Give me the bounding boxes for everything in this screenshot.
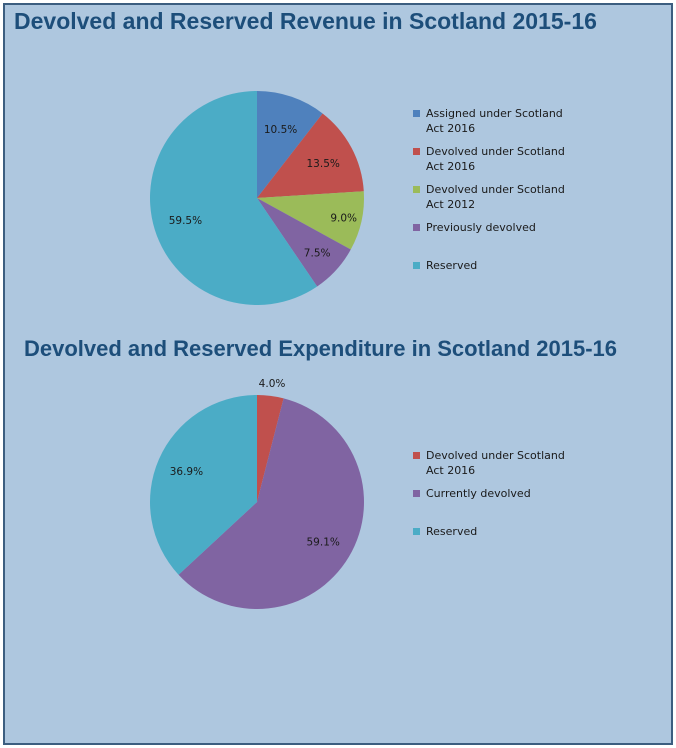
revenue-slice-reserved bbox=[149, 90, 318, 306]
legend-label: Reserved bbox=[426, 525, 478, 538]
revenue-slice-previously-devolved bbox=[257, 198, 351, 287]
legend-label: Devolved under Scotland Act 2016 bbox=[426, 145, 565, 173]
revenue-legend-item-previously-devolved: Previously devolved bbox=[413, 220, 566, 235]
expenditure-data-label-reserved: 36.9% bbox=[170, 466, 203, 478]
expenditure-legend: Devolved under Scotland Act 2016 Currentl… bbox=[413, 448, 566, 539]
expenditure-slice-currently-devolved bbox=[178, 398, 364, 609]
revenue-data-label-previously-devolved: 7.5% bbox=[304, 248, 331, 260]
revenue-legend-item-devolved-under-scotland-act-2012: Devolved under Scotland Act 2012 bbox=[413, 182, 566, 212]
revenue-legend-item-reserved: Reserved bbox=[413, 258, 566, 273]
legend-label: Previously devolved bbox=[426, 221, 536, 234]
legend-swatch bbox=[413, 186, 420, 193]
revenue-legend-item-devolved-under-scotland-act-2016: Devolved under Scotland Act 2016 bbox=[413, 144, 566, 174]
expenditure-legend-item-currently-devolved: Currently devolved bbox=[413, 486, 566, 501]
revenue-pie: 10.5% 13.5% 9.0% 7.5% 59.5% bbox=[149, 90, 364, 306]
revenue-data-label-reserved: 59.5% bbox=[169, 215, 202, 227]
revenue-slice-devolved-under-scotland-act-2012 bbox=[257, 191, 364, 250]
expenditure-slice-devolved-under-scotland-act-2016 bbox=[257, 395, 284, 502]
legend-label: Devolved under Scotland Act 2012 bbox=[426, 183, 565, 211]
expenditure-pie: 4.0% 59.1% 36.9% bbox=[149, 378, 364, 609]
expenditure-chart-title: Devolved and Reserved Expenditure in Sco… bbox=[24, 336, 617, 361]
revenue-legend: Assigned under Scotland Act 2016 Devolved… bbox=[413, 106, 566, 273]
legend-swatch bbox=[413, 452, 420, 459]
revenue-slice-devolved-under-scotland-act-2016 bbox=[257, 113, 364, 198]
legend-swatch bbox=[413, 224, 420, 231]
expenditure-slice-reserved bbox=[149, 395, 257, 575]
legend-swatch bbox=[413, 528, 420, 535]
legend-swatch bbox=[413, 110, 420, 117]
revenue-data-label-assigned-under-scotland-act-2016: 10.5% bbox=[264, 124, 297, 136]
legend-label: Devolved under Scotland Act 2016 bbox=[426, 449, 565, 477]
legend-label: Currently devolved bbox=[426, 487, 531, 500]
expenditure-legend-item-devolved-under-scotland-act-2016: Devolved under Scotland Act 2016 bbox=[413, 448, 566, 478]
chart-panel bbox=[3, 3, 673, 745]
revenue-legend-item-assigned-under-scotland-act-2016: Assigned under Scotland Act 2016 bbox=[413, 106, 566, 136]
legend-label: Assigned under Scotland Act 2016 bbox=[426, 107, 563, 135]
revenue-chart-title: Devolved and Reserved Revenue in Scotlan… bbox=[14, 8, 597, 34]
revenue-data-label-devolved-under-scotland-act-2016: 13.5% bbox=[307, 158, 340, 170]
expenditure-legend-item-reserved: Reserved bbox=[413, 524, 566, 539]
legend-swatch bbox=[413, 490, 420, 497]
expenditure-data-label-currently-devolved: 59.1% bbox=[307, 536, 340, 548]
legend-swatch bbox=[413, 262, 420, 269]
revenue-slice-assigned-under-scotland-act-2016 bbox=[257, 91, 323, 198]
legend-swatch bbox=[413, 148, 420, 155]
legend-label: Reserved bbox=[426, 259, 478, 272]
revenue-data-label-devolved-under-scotland-act-2012: 9.0% bbox=[330, 212, 357, 224]
expenditure-data-label-devolved-under-scotland-act-2016: 4.0% bbox=[259, 378, 286, 390]
